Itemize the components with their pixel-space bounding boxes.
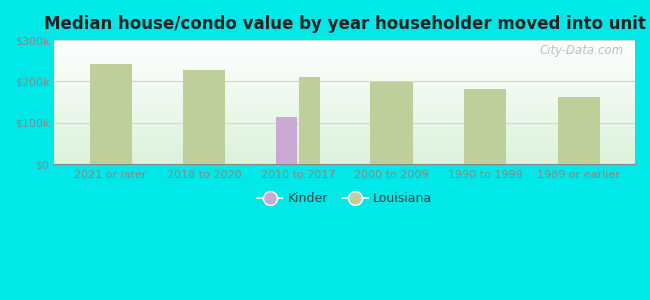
Bar [90, 64, 132, 164]
Bar [558, 97, 600, 164]
Bar [299, 76, 320, 164]
Bar [183, 70, 226, 164]
Text: City-Data.com: City-Data.com [540, 44, 623, 57]
Bar [276, 118, 297, 164]
Title: Median house/condo value by year householder moved into unit: Median house/condo value by year househo… [44, 15, 645, 33]
Bar [370, 82, 413, 164]
Bar [464, 89, 506, 164]
Legend: Kinder, Louisiana: Kinder, Louisiana [252, 187, 437, 210]
